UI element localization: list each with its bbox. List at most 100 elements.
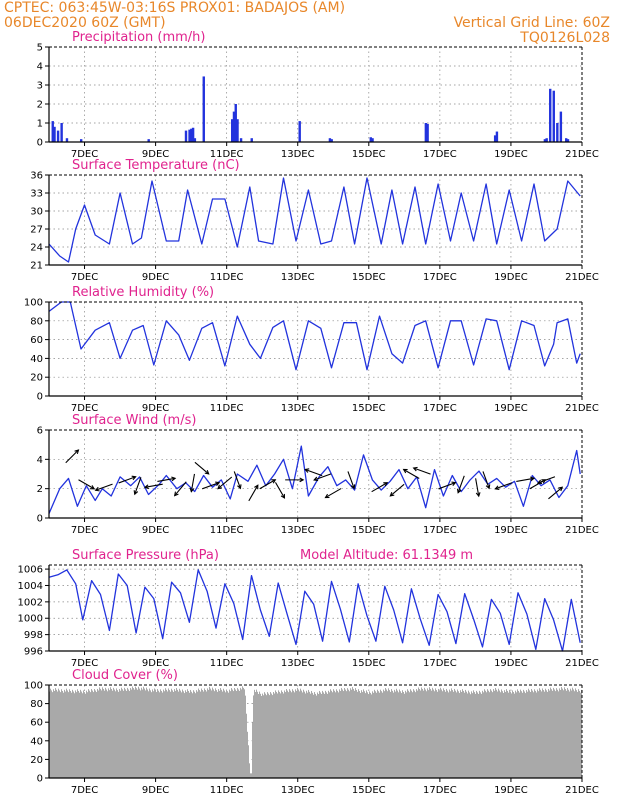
wind-arrow [65, 449, 80, 464]
cloud-column [428, 690, 429, 778]
wind-arrow-shaft [516, 477, 535, 482]
cloud-column [380, 689, 381, 778]
cloud-column [425, 689, 426, 778]
cloud-column [84, 692, 85, 778]
wind-ytick-label: 2 [37, 484, 43, 495]
cloud-column [342, 689, 343, 778]
cloud-column [184, 693, 185, 778]
cloud-column [59, 690, 60, 778]
wind-arrow-shaft [389, 483, 405, 497]
temp-xtick-label: 7DEC [71, 272, 98, 283]
cloud-column [213, 689, 214, 778]
cloud-column [470, 694, 471, 778]
wind-arrow-shaft [347, 471, 355, 489]
cloud-column [151, 692, 152, 778]
cloud-column [52, 692, 53, 778]
cloud-column [394, 689, 395, 778]
cloud-column [119, 688, 120, 778]
wind-arrow-head [350, 484, 356, 490]
cloud-column [415, 692, 416, 778]
cloud-column [164, 691, 165, 778]
cloud-column [295, 689, 296, 778]
pressure-ytick-label: 998 [24, 630, 43, 641]
cloud-column [258, 694, 259, 778]
wind-arrow-head [133, 490, 139, 496]
cloud-column [477, 692, 478, 778]
cloud-column [444, 690, 445, 778]
cloud-column [540, 689, 541, 778]
cloud-column [300, 688, 301, 778]
wind-arrow [233, 471, 242, 490]
cloud-column [334, 690, 335, 778]
cloud-column [474, 692, 475, 778]
cloud-column [487, 689, 488, 778]
temp-xtick-label: 13DEC [281, 272, 315, 283]
wind-arrow-shaft [457, 475, 465, 493]
cloud-column [307, 692, 308, 778]
cloud-column [103, 688, 104, 778]
cloud-column [510, 691, 511, 778]
precip-xtick-label: 13DEC [281, 149, 315, 160]
cloud-column [414, 690, 415, 778]
cloud-column [95, 690, 96, 778]
wind-arrow-head [280, 493, 286, 499]
wind-arrow [482, 471, 491, 490]
cloud-column [267, 692, 268, 778]
cloud-column [577, 691, 578, 778]
cloud-column [67, 690, 68, 778]
cloud-column [525, 693, 526, 778]
cloud-column [160, 689, 161, 778]
cloud-xtick-label: 11DEC [210, 785, 244, 796]
precip-bar [426, 123, 429, 142]
cloud-column [264, 692, 265, 778]
cloud-column [491, 690, 492, 778]
cloud-column [104, 690, 105, 778]
cloud-column [308, 689, 309, 778]
precip-bar [565, 138, 568, 142]
wind-arrow-head [204, 469, 210, 475]
cloud-column [494, 690, 495, 778]
cloud-column [240, 687, 241, 778]
cloud-column [298, 689, 299, 778]
cloud-column [347, 688, 348, 778]
cloud-column [259, 691, 260, 778]
rh-ytick-label: 0 [37, 392, 43, 403]
cloud-column [488, 690, 489, 778]
precip-bar [424, 123, 428, 142]
cloud-column [62, 690, 63, 778]
cloud-column [536, 692, 537, 778]
header-station-line: CPTEC: 063:45W-03:16S PROX01: BADAJOS (A… [4, 0, 346, 16]
cloud-column [290, 690, 291, 778]
cloud-column [316, 695, 317, 778]
cloud-column [509, 689, 510, 778]
wind-ytick-label: 0 [37, 514, 43, 525]
wind-arrow-head [304, 468, 310, 473]
cloud-column [381, 691, 382, 778]
cloud-column [114, 689, 115, 778]
cloud-column [96, 692, 97, 778]
cloud-column [235, 689, 236, 778]
precip-bar [369, 137, 372, 142]
cloud-column [122, 689, 123, 778]
cloud-column [393, 692, 394, 778]
wind-arrow-head [254, 484, 259, 490]
cloud-column [513, 692, 514, 778]
cloud-column [433, 689, 434, 778]
cloud-column [492, 692, 493, 778]
cloud-column [277, 693, 278, 778]
cloud-column [255, 692, 256, 778]
cloud-column [81, 691, 82, 778]
cloud-column [561, 687, 562, 778]
temp-title: Surface Temperature (nC) [72, 158, 240, 173]
cloud-column [543, 690, 544, 778]
wind-arrow [133, 477, 142, 496]
cloud-column [244, 689, 245, 778]
cloud-column [549, 690, 550, 778]
wind-arrow [78, 479, 96, 490]
cloud-column [60, 692, 61, 778]
cloud-column [120, 690, 121, 778]
cloud-column [174, 689, 175, 778]
cloud-column [352, 687, 353, 778]
cloud-column [432, 687, 433, 778]
cloud-column [459, 693, 460, 778]
